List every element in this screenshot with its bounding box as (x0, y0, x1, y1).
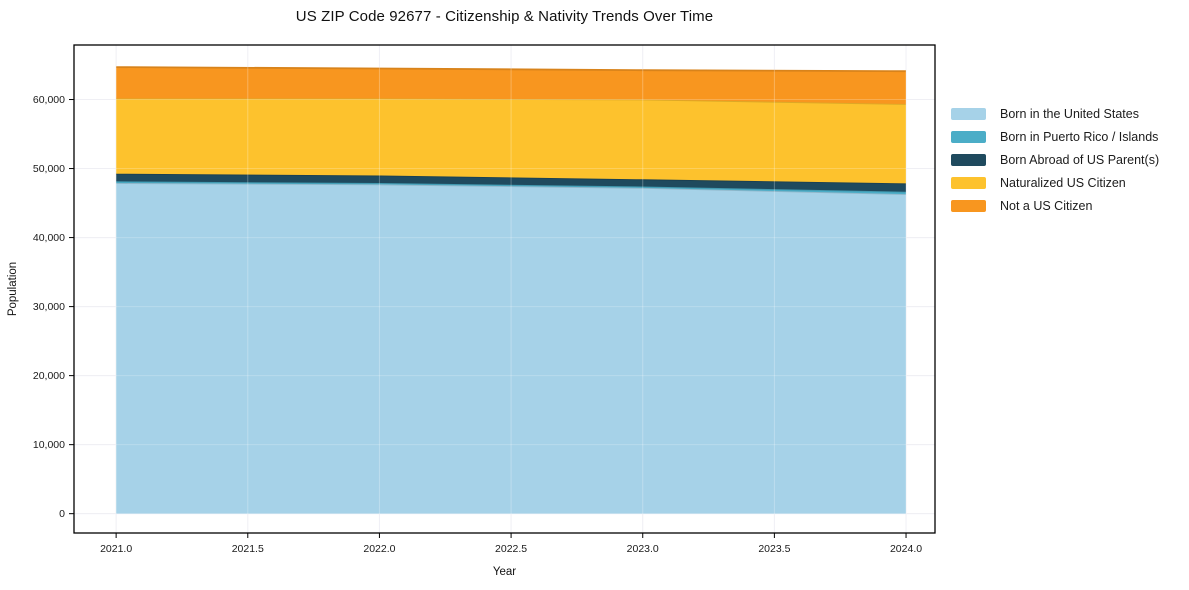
area-series-4 (116, 67, 907, 104)
x-tick-label: 2023.0 (627, 543, 659, 555)
legend-swatch-puerto-rico (951, 130, 986, 143)
area-series-4-edge (116, 66, 907, 73)
legend-swatch-naturalized (951, 176, 986, 189)
legend-label: Born Abroad of US Parent(s) (1000, 152, 1160, 167)
legend-label: Not a US Citizen (1000, 198, 1093, 213)
x-tick-label: 2023.5 (758, 543, 790, 555)
legend-item-born-in-us: Born in the United States (951, 102, 1159, 125)
x-tick-label: 2021.5 (232, 543, 264, 555)
x-tick-label: 2022.0 (363, 543, 395, 555)
y-tick-label: 0 (59, 508, 65, 520)
x-tick-label: 2022.5 (495, 543, 527, 555)
plot-frame (73, 44, 936, 534)
y-tick-label: 60,000 (33, 94, 65, 106)
area-series-3 (116, 98, 907, 184)
legend: Born in the United States Born in Puerto… (951, 102, 1159, 217)
x-tick-label: 2024.0 (890, 543, 922, 555)
legend-label: Born in the United States (1000, 106, 1139, 121)
legend-swatch-born-in-us (951, 107, 986, 120)
y-tick-label: 40,000 (33, 232, 65, 244)
y-tick-label: 50,000 (33, 163, 65, 175)
y-tick-label: 10,000 (33, 439, 65, 451)
legend-item-naturalized: Naturalized US Citizen (951, 171, 1159, 194)
y-tick-label: 20,000 (33, 370, 65, 382)
legend-swatch-not-citizen (951, 199, 986, 212)
legend-item-not-citizen: Not a US Citizen (951, 194, 1159, 217)
area-series-2 (116, 173, 907, 192)
y-axis-label: Population (7, 262, 19, 316)
legend-item-born-abroad: Born Abroad of US Parent(s) (951, 148, 1159, 171)
area-series-0 (116, 183, 907, 514)
chart-title: US ZIP Code 92677 - Citizenship & Nativi… (295, 8, 714, 25)
x-tick-label: 2021.0 (100, 543, 132, 555)
y-tick-label: 30,000 (33, 301, 65, 313)
x-axis-label: Year (493, 566, 516, 578)
legend-label: Born in Puerto Rico / Islands (1000, 129, 1159, 144)
legend-swatch-born-abroad (951, 153, 986, 166)
legend-item-puerto-rico: Born in Puerto Rico / Islands (951, 125, 1159, 148)
legend-label: Naturalized US Citizen (1000, 175, 1126, 190)
